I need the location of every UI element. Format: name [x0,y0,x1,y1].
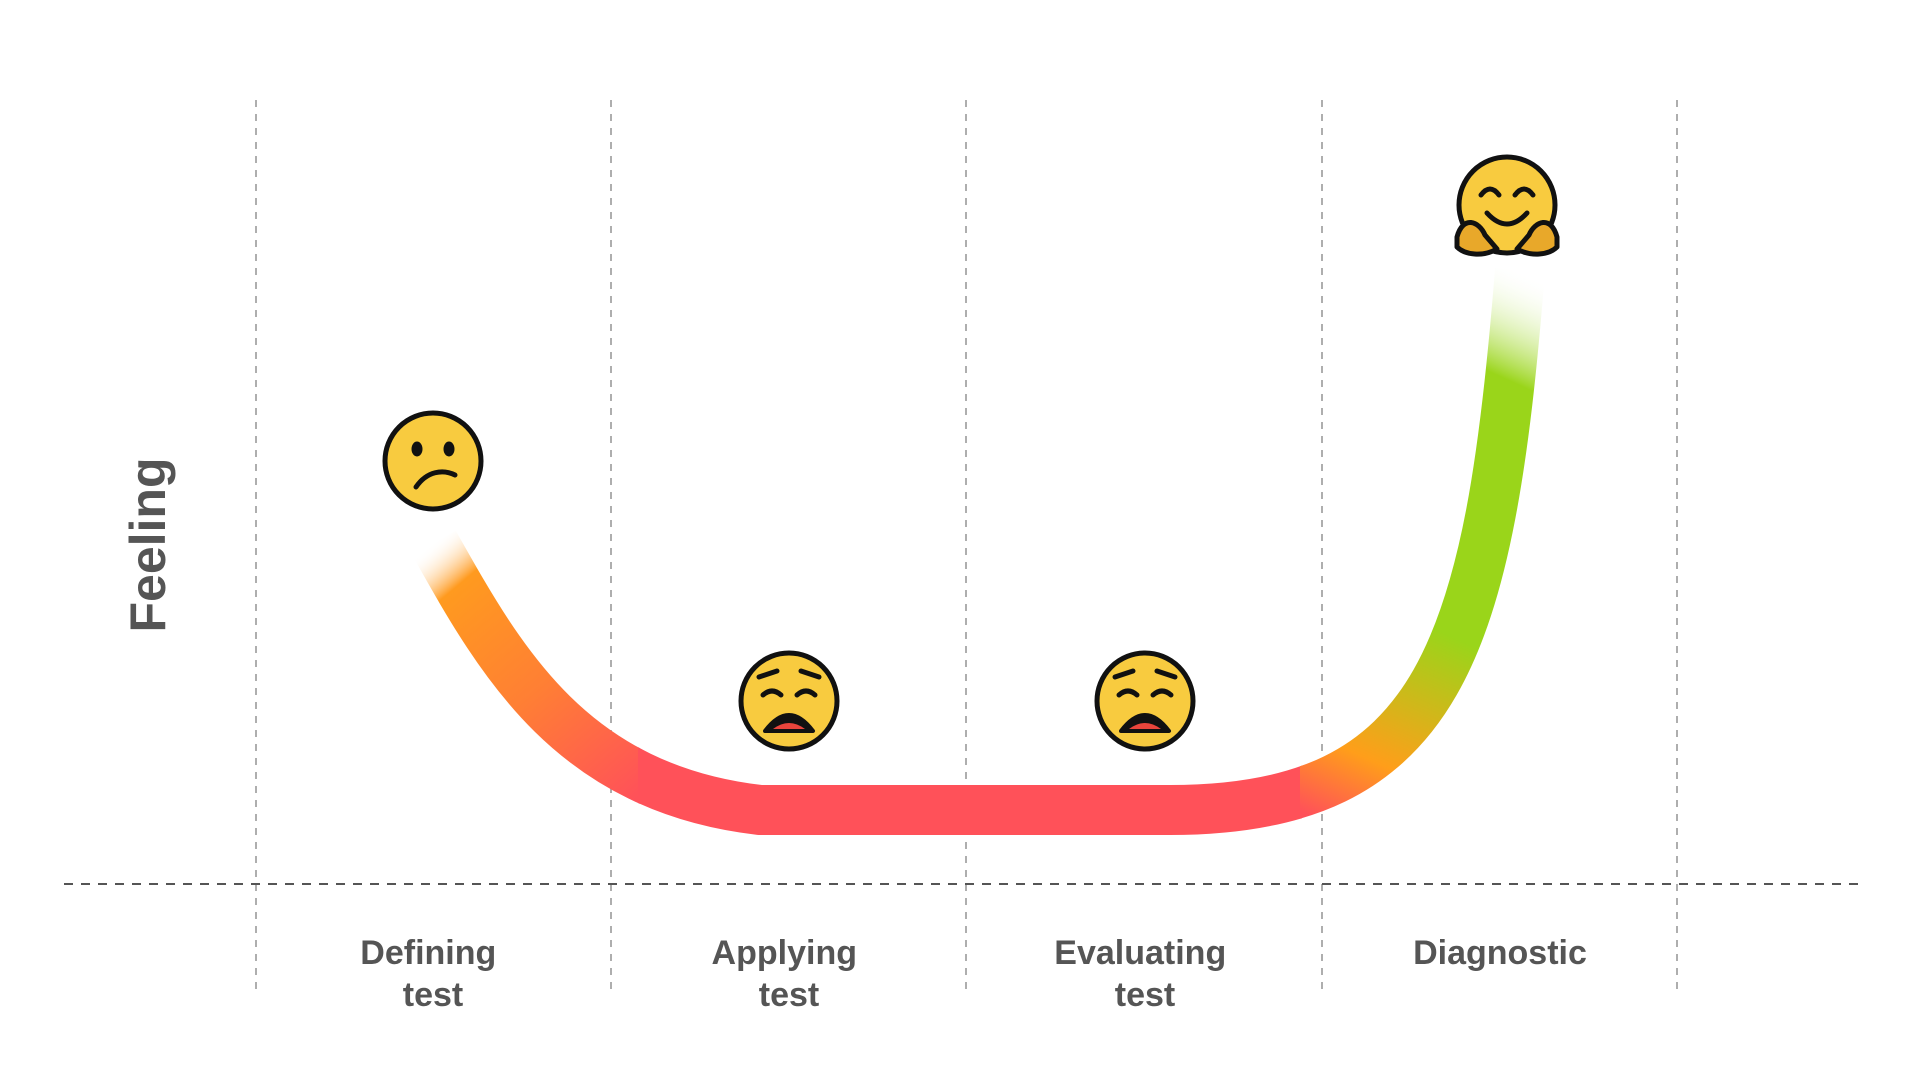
curve-segment-low [638,747,1302,835]
hugging-face-icon [1454,154,1560,257]
stage-label-line: Applying [712,934,857,972]
y-axis-label: Feeling [120,457,176,632]
feeling-curve [412,268,1545,835]
stage-label-applying-test: Applying test [712,934,867,1014]
stage-label-line: test [403,976,463,1014]
curve-segment-descent [412,530,640,804]
stage-label-line: Evaluating [1054,934,1226,972]
stage-label-diagnostic: Diagnostic [1413,934,1587,972]
stage-label-line: test [759,976,819,1014]
stage-label-line: Diagnostic [1413,934,1587,972]
weary-face-icon [1094,650,1196,752]
confused-face-icon [382,410,484,512]
stage-label-evaluating-test: Evaluating test [1054,934,1235,1014]
stage-label-line: Defining [360,934,496,972]
stage-label-defining-test: Defining test [360,934,505,1014]
weary-face-icon [738,650,840,752]
stage-labels: Defining test Applying test Evaluating t… [360,934,1587,1014]
curve-segment-ascent [1300,268,1545,819]
stage-label-line: test [1115,976,1175,1014]
